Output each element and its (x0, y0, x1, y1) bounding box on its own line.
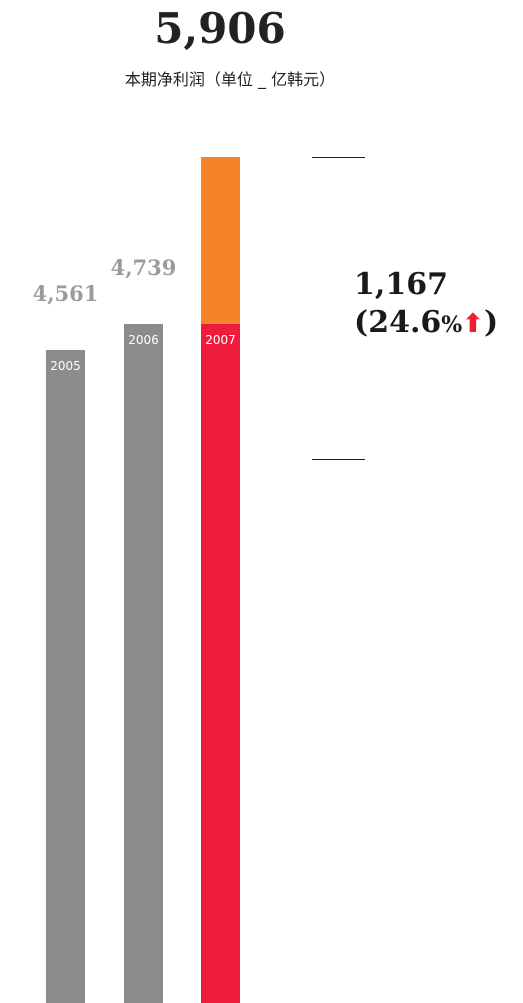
value-label-2006: 4,739 (110, 255, 177, 281)
bar-2006 (124, 324, 163, 1003)
bar-2005 (46, 349, 85, 1003)
difference-value: 1,167 (354, 267, 448, 302)
up-arrow-icon: ⬆ (462, 309, 484, 339)
difference-annotation: 1,167 (24.6%⬆) (354, 266, 498, 344)
bar-label-2005: 2005 (50, 358, 81, 373)
difference-percent-line: (24.6%⬆) (354, 304, 498, 344)
reference-line-bottom (312, 459, 365, 460)
bar-2007-increase (201, 157, 240, 325)
percent-sign: % (441, 312, 463, 338)
value-label-2005: 4,561 (32, 280, 99, 306)
reference-line-top (312, 157, 365, 158)
difference-percent: (24.6 (354, 305, 442, 340)
difference-closing: ) (483, 305, 499, 340)
headline-value: 5,906 (154, 4, 286, 53)
bar-label-2006: 2006 (128, 333, 159, 348)
bar-2007-base (201, 324, 240, 1003)
chart-subtitle: 本期净利润（单位 _ 亿韩元） (124, 70, 336, 89)
bar-label-2007: 2007 (205, 333, 236, 348)
